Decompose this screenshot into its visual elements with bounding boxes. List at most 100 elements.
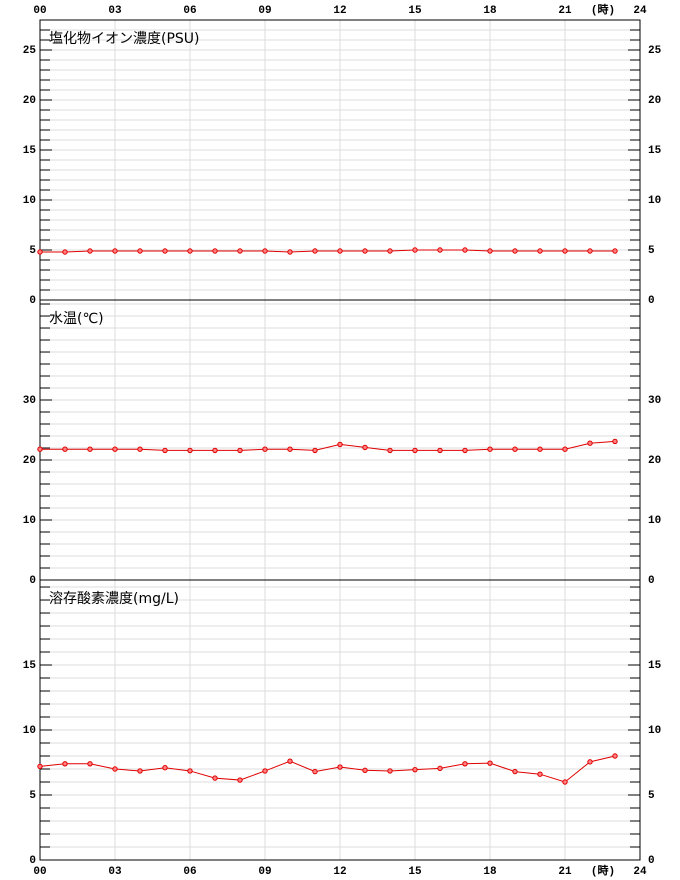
data-point <box>587 248 593 254</box>
data-point <box>262 768 268 774</box>
x-tick-label: 00 <box>33 5 46 17</box>
data-point <box>62 761 68 767</box>
data-point <box>612 438 618 445</box>
data-point <box>362 248 368 254</box>
y-tick-label: 15 <box>23 145 37 157</box>
data-point <box>562 779 568 785</box>
y-tick-label: 15 <box>648 145 662 157</box>
data-point <box>62 446 68 452</box>
data-point <box>112 766 118 772</box>
data-point <box>562 248 568 254</box>
data-point <box>237 777 243 783</box>
y-tick-label: 15 <box>648 660 662 672</box>
panel-title: 水温(℃) <box>49 311 104 327</box>
y-tick-label: 10 <box>648 195 661 207</box>
data-line <box>40 440 616 451</box>
data-point <box>312 768 318 775</box>
x-tick-label: 06 <box>183 5 196 17</box>
data-point <box>612 248 618 254</box>
y-tick-label: 0 <box>648 575 655 587</box>
data-point <box>212 447 218 454</box>
x-tick-label: 09 <box>258 866 271 878</box>
data-point <box>187 768 193 774</box>
data-point <box>162 248 168 254</box>
y-tick-label: 10 <box>648 725 661 737</box>
data-point <box>337 441 343 448</box>
x-tick-label: 18 <box>483 866 497 878</box>
x-tick-label: 00 <box>33 866 46 878</box>
data-point <box>337 248 343 254</box>
data-point <box>362 444 368 451</box>
x-tick-label: 03 <box>108 5 122 17</box>
data-point <box>412 766 418 773</box>
data-point <box>87 446 93 452</box>
data-point <box>137 768 143 774</box>
y-tick-label: 0 <box>29 295 36 307</box>
panel-title: 塩化物イオン濃度(PSU) <box>49 31 200 47</box>
y-tick-label: 5 <box>29 245 36 257</box>
data-point <box>37 763 43 770</box>
x-unit-label: (時) <box>591 2 615 17</box>
data-point <box>562 446 568 452</box>
data-point <box>137 446 143 452</box>
y-tick-label: 0 <box>648 855 655 867</box>
y-tick-label: 25 <box>648 45 662 57</box>
data-point <box>537 248 543 254</box>
y-tick-label: 5 <box>648 790 655 802</box>
x-tick-label: 18 <box>483 5 497 17</box>
x-unit-label: (時) <box>591 863 615 878</box>
data-point <box>437 247 443 253</box>
x-tick-label: 15 <box>408 866 422 878</box>
data-line <box>40 249 615 253</box>
data-point <box>462 761 468 767</box>
x-tick-label: 24 <box>633 866 647 878</box>
data-point <box>237 447 243 454</box>
data-point <box>412 447 418 454</box>
panel-title: 溶存酸素濃度(mg/L) <box>49 591 179 607</box>
y-tick-label: 0 <box>648 295 655 307</box>
y-tick-label: 20 <box>648 455 661 467</box>
data-point <box>237 248 243 254</box>
data-point <box>437 447 443 454</box>
data-point <box>287 758 293 764</box>
data-point <box>262 248 268 254</box>
y-tick-label: 20 <box>23 95 36 107</box>
data-point <box>437 765 443 772</box>
data-point <box>487 248 493 254</box>
x-tick-label: 09 <box>258 5 271 17</box>
x-tick-label: 24 <box>633 5 647 17</box>
x-tick-label: 03 <box>108 866 122 878</box>
y-tick-label: 5 <box>648 245 655 257</box>
x-tick-label: 12 <box>333 866 346 878</box>
data-point <box>37 446 43 452</box>
y-tick-label: 20 <box>648 95 661 107</box>
x-tick-label: 21 <box>558 5 572 17</box>
y-tick-label: 0 <box>29 855 36 867</box>
data-point <box>137 248 143 254</box>
data-point <box>187 248 193 254</box>
data-point <box>512 768 518 775</box>
data-point <box>487 446 493 452</box>
data-point <box>387 248 393 254</box>
data-point <box>387 447 393 454</box>
data-point <box>587 759 593 765</box>
data-point <box>162 447 168 454</box>
y-tick-label: 30 <box>23 395 36 407</box>
data-point <box>287 249 293 255</box>
data-point <box>337 764 343 770</box>
y-tick-label: 10 <box>648 515 661 527</box>
x-tick-label: 15 <box>408 5 422 17</box>
x-tick-label: 12 <box>333 5 346 17</box>
y-tick-label: 10 <box>23 195 36 207</box>
data-point <box>87 761 93 767</box>
data-point <box>87 248 93 254</box>
data-point <box>62 249 68 255</box>
data-point <box>212 775 218 781</box>
data-point <box>162 765 168 771</box>
plot-frame <box>39 579 641 861</box>
data-point <box>112 248 118 254</box>
data-point <box>462 247 468 253</box>
x-tick-label: 06 <box>183 866 196 878</box>
data-point <box>112 446 118 452</box>
